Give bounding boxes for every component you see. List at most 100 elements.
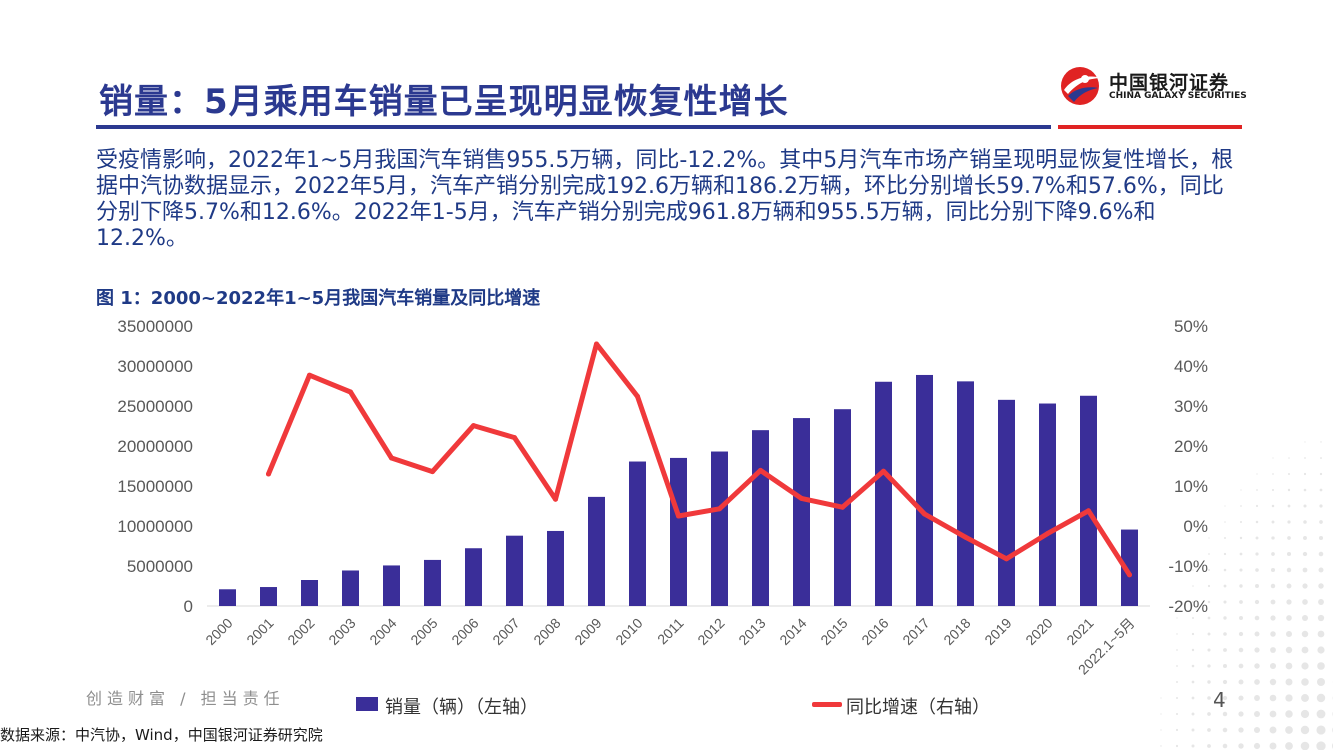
bar-2009 xyxy=(588,496,605,606)
x-tick-label: 2017 xyxy=(899,615,932,648)
x-tick-label: 2004 xyxy=(366,615,399,648)
bar-2011 xyxy=(670,457,687,606)
growth-point-2008 xyxy=(553,496,558,502)
x-tick-label: 2013 xyxy=(735,615,768,648)
x-tick-label: 2006 xyxy=(448,615,481,648)
company-logo: 中国银河证券 CHINA GALAXY SECURITIES xyxy=(1058,64,1248,108)
y-right-tick-label: 0% xyxy=(1183,517,1208,536)
legend-bar-label: 销量（辆）（左轴） xyxy=(385,697,538,718)
x-tick-label: 2002 xyxy=(284,615,317,648)
page-number: 4 xyxy=(1213,688,1226,712)
growth-point-2014 xyxy=(799,495,804,501)
y-right-tick-label: 10% xyxy=(1174,477,1208,496)
growth-point-2018 xyxy=(963,534,968,540)
growth-line xyxy=(266,341,1132,578)
y-left-tick-label: 0 xyxy=(184,597,193,616)
growth-point-2001 xyxy=(266,471,271,477)
growth-point-2015 xyxy=(840,504,845,510)
x-tick-label: 2011 xyxy=(654,615,687,648)
page-title: 销量：5月乘用车销量已呈现明显恢复性增长 xyxy=(99,82,789,122)
y-right-tick-label: 50% xyxy=(1174,317,1208,336)
logo-english-name: CHINA GALAXY SECURITIES xyxy=(1109,91,1247,101)
x-tick-label: 2016 xyxy=(858,615,891,648)
bar-2022.1~5月 xyxy=(1121,529,1138,606)
x-tick-label: 2010 xyxy=(612,615,645,648)
y-right-tick-label: -10% xyxy=(1168,557,1208,576)
x-tick-label: 2020 xyxy=(1022,615,1055,648)
x-tick-label: 2005 xyxy=(407,615,440,648)
bar-2006 xyxy=(465,548,482,606)
logo-chinese-name: 中国银河证券 xyxy=(1109,72,1230,94)
y-right-tick-label: 30% xyxy=(1174,397,1208,416)
summary-paragraph: 受疫情影响，2022年1~5月我国汽车销售955.5万辆，同比-12.2%。其中… xyxy=(96,148,1234,251)
bar-2008 xyxy=(547,530,564,606)
y-left-tick-label: 20000000 xyxy=(117,437,193,456)
bar-2000 xyxy=(219,589,236,606)
bar-2007 xyxy=(506,535,523,606)
growth-point-2007 xyxy=(512,435,517,441)
growth-point-2010 xyxy=(635,393,640,399)
bar-2001 xyxy=(260,587,277,606)
footer-slogan: 创造财富 / 担当责任 xyxy=(86,689,285,708)
legend-bar-swatch xyxy=(356,697,378,711)
bar-2017 xyxy=(916,374,933,606)
bar-2002 xyxy=(301,580,318,606)
growth-point-2011 xyxy=(676,513,681,519)
y-left-tick-label: 10000000 xyxy=(117,517,193,536)
data-source: 数据来源：中汽协，Wind，中国银河证券研究院 xyxy=(0,726,323,744)
x-tick-label: 2018 xyxy=(940,615,973,648)
bar-2018 xyxy=(957,381,974,606)
x-tick-label: 2000 xyxy=(202,615,235,648)
bar-2019 xyxy=(998,399,1015,606)
galaxy-logo-icon xyxy=(1061,67,1102,105)
x-tick-label: 2007 xyxy=(489,615,522,648)
x-tick-label: 2021 xyxy=(1063,615,1096,648)
growth-point-2013 xyxy=(758,467,763,473)
growth-point-2016 xyxy=(881,468,886,474)
bar-2003 xyxy=(342,570,359,606)
x-tick-label: 2015 xyxy=(817,615,850,648)
legend-line-swatch xyxy=(812,702,842,707)
y-right-tick-label: 20% xyxy=(1174,437,1208,456)
growth-point-2006 xyxy=(471,423,476,429)
growth-point-2002 xyxy=(307,372,312,378)
growth-point-2003 xyxy=(348,389,353,395)
growth-point-2012 xyxy=(717,506,722,512)
y-left-tick-label: 15000000 xyxy=(117,477,193,496)
y-left-tick-label: 30000000 xyxy=(117,357,193,376)
growth-point-2004 xyxy=(389,455,394,461)
y-right-tick-label: -20% xyxy=(1168,597,1208,616)
growth-point-2021 xyxy=(1086,508,1091,514)
title-rule-blue xyxy=(96,125,1051,129)
x-tick-label: 2003 xyxy=(325,615,358,648)
x-tick-label: 2001 xyxy=(243,615,276,648)
bar-2013 xyxy=(752,430,769,606)
bar-2005 xyxy=(424,559,441,606)
bar-2014 xyxy=(793,418,810,606)
growth-point-2022.1~5月 xyxy=(1127,572,1132,578)
y-left-tick-label: 35000000 xyxy=(117,317,193,336)
growth-point-2009 xyxy=(594,341,599,347)
y-left-tick-label: 5000000 xyxy=(127,557,193,576)
x-tick-label: 2012 xyxy=(694,615,727,648)
title-rule-red xyxy=(1058,125,1242,129)
x-tick-label: 2008 xyxy=(530,615,563,648)
figure-title: 图 1：2000~2022年1~5月我国汽车销量及同比增速 xyxy=(96,288,541,309)
bar-2004 xyxy=(383,565,400,606)
bar-2010 xyxy=(629,461,646,606)
growth-point-2005 xyxy=(430,469,435,475)
growth-point-2020 xyxy=(1045,531,1050,537)
growth-point-2017 xyxy=(922,511,927,517)
y-left-tick-label: 25000000 xyxy=(117,397,193,416)
y-right-tick-label: 40% xyxy=(1174,357,1208,376)
decorative-dots xyxy=(1160,441,1333,750)
legend-line-label: 同比增速（右轴） xyxy=(846,697,990,718)
bar-2021 xyxy=(1080,395,1097,606)
x-tick-label: 2019 xyxy=(981,615,1014,648)
bar-2016 xyxy=(875,381,892,606)
x-tick-label: 2014 xyxy=(776,615,809,648)
bar-2012 xyxy=(711,451,728,606)
growth-point-2019 xyxy=(1004,556,1009,562)
x-tick-label: 2009 xyxy=(571,615,604,648)
